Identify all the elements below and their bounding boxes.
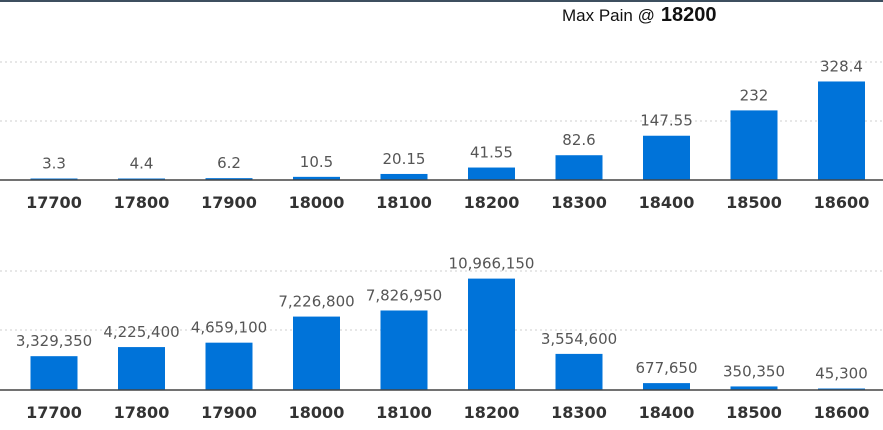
loss-bar-18400[interactable]: [643, 383, 690, 390]
loss-bar-17900[interactable]: [205, 342, 253, 390]
loss-bar-chart: 3,329,350 17700 4,225,400 17800 4,659,100 179…: [0, 255, 883, 422]
premium-bar-18000[interactable]: [293, 176, 340, 180]
premium-tick-label-18300: 18300: [551, 193, 607, 212]
premium-bar-18200[interactable]: [468, 167, 515, 180]
premium-tick-label-18100: 18100: [376, 193, 432, 212]
loss-bar-17800[interactable]: [118, 347, 165, 390]
loss-tick-label-18300: 18300: [551, 403, 607, 422]
premium-bar-18400[interactable]: [643, 135, 690, 180]
premium-value-label-17800: 4.4: [130, 155, 154, 173]
loss-tick-label-18200: 18200: [464, 403, 520, 422]
loss-value-label-18200: 10,966,150: [449, 255, 535, 273]
premium-value-label-18400: 147.55: [640, 112, 693, 130]
premium-bar-18600[interactable]: [818, 81, 865, 180]
loss-tick-label-18100: 18100: [376, 403, 432, 422]
loss-value-label-17700: 3,329,350: [16, 332, 92, 350]
loss-tick-label-18400: 18400: [639, 403, 695, 422]
premium-value-label-18000: 10.5: [300, 153, 333, 171]
premium-bar-17900[interactable]: [205, 178, 253, 180]
loss-value-label-18600: 45,300: [815, 365, 868, 383]
loss-tick-label-17700: 17700: [26, 403, 82, 422]
loss-bar-18100[interactable]: [380, 310, 428, 390]
premium-tick-label-18500: 18500: [726, 193, 782, 212]
premium-value-label-17700: 3.3: [42, 155, 66, 173]
loss-value-label-18100: 7,826,950: [366, 286, 442, 304]
loss-bar-17700[interactable]: [30, 356, 78, 390]
loss-value-label-17900: 4,659,100: [191, 319, 267, 337]
top-rule: [0, 0, 883, 2]
loss-tick-label-18500: 18500: [726, 403, 782, 422]
premium-tick-label-17900: 17900: [201, 193, 257, 212]
loss-bar-18300[interactable]: [555, 353, 603, 390]
premium-tick-label-18400: 18400: [639, 193, 695, 212]
premium-value-label-18100: 20.15: [383, 150, 426, 168]
loss-value-label-18300: 3,554,600: [541, 330, 617, 348]
premium-bar-18100[interactable]: [380, 173, 428, 180]
premium-tick-label-17700: 17700: [26, 193, 82, 212]
loss-tick-label-18600: 18600: [814, 403, 870, 422]
premium-bar-18300[interactable]: [555, 155, 603, 180]
loss-bar-18200[interactable]: [468, 278, 515, 390]
loss-tick-label-17900: 17900: [201, 403, 257, 422]
premium-value-label-18600: 328.4: [820, 57, 863, 75]
premium-tick-label-18200: 18200: [464, 193, 520, 212]
premium-tick-label-18600: 18600: [814, 193, 870, 212]
max-pain-value: 18200: [660, 4, 717, 26]
premium-value-label-17900: 6.2: [217, 154, 241, 172]
premium-value-label-18500: 232: [740, 86, 769, 104]
loss-tick-label-18000: 18000: [289, 403, 345, 422]
loss-value-label-18400: 677,650: [635, 359, 697, 377]
loss-value-label-17800: 4,225,400: [103, 323, 179, 341]
loss-value-label-18000: 7,226,800: [278, 293, 354, 311]
premium-bar-chart: 3.3 17700 4.4 17800 6.2 17900 10.5 18000 20.15 18…: [0, 57, 883, 212]
loss-bar-18000[interactable]: [293, 316, 340, 390]
premium-bar-18500[interactable]: [730, 110, 778, 180]
premium-value-label-18300: 82.6: [562, 131, 595, 149]
max-pain-label: Max Pain @: [562, 6, 655, 25]
max-pain-title: Max Pain @ 18200: [562, 4, 716, 30]
premium-tick-label-17800: 17800: [114, 193, 170, 212]
loss-tick-label-17800: 17800: [114, 403, 170, 422]
loss-value-label-18500: 350,350: [723, 362, 785, 380]
premium-value-label-18200: 41.55: [470, 144, 513, 162]
premium-tick-label-18000: 18000: [289, 193, 345, 212]
loss-bar-18500[interactable]: [730, 386, 778, 390]
